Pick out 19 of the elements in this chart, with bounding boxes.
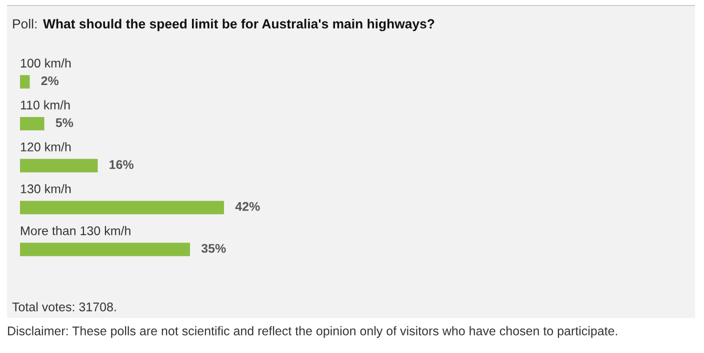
bar: [20, 75, 30, 89]
y-tick-label: 110 km/h: [20, 100, 70, 110]
y-tick-label: 100 km/h: [20, 58, 71, 68]
bar: [20, 117, 44, 130]
text: Total votes: 31708.: [12, 302, 116, 312]
y-tick-label: More than 130 km/h: [21, 226, 130, 236]
data-label: 42%: [235, 202, 260, 211]
y-tick-label: 130 km/h: [20, 184, 71, 194]
data-label: 5%: [56, 118, 74, 128]
bar: [20, 200, 224, 214]
y-tick-label: 120 km/h: [20, 142, 71, 152]
chart-title: What should the speed limit be for Australia's main highways?: [43, 18, 434, 32]
bar: [20, 158, 98, 172]
text: Poll:: [13, 18, 36, 29]
data-label: 16%: [110, 160, 134, 169]
data-label: 35%: [201, 244, 226, 253]
text: Disclaimer: These polls are not scientific and reflect the opinion only of visitors who have chosen to participate.: [8, 326, 618, 338]
data-label: 2%: [41, 76, 59, 86]
bar: [20, 242, 190, 256]
